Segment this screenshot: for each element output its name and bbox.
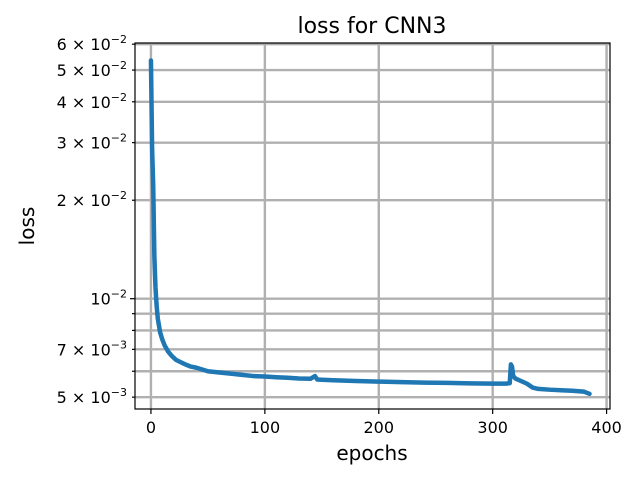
y-tick-exponent: −3 xyxy=(111,338,127,351)
y-tick-labels: 5 × 10−37 × 10−32 × 10−23 × 10−24 × 10−2… xyxy=(57,33,127,407)
y-tick-mantissa: 6 × 10 xyxy=(57,35,111,54)
y-tick-exponent: −3 xyxy=(111,386,127,399)
y-tick-mantissa: 5 × 10 xyxy=(57,61,111,80)
y-tick-exponent: −2 xyxy=(111,132,127,145)
loss-series-line xyxy=(148,58,592,397)
x-tick-label: 400 xyxy=(591,418,622,437)
y-tick-exponent: −2 xyxy=(111,189,127,202)
y-tick-label: 4 × 10−2 xyxy=(57,91,127,112)
y-tick-mantissa: 10 xyxy=(90,290,110,309)
axes-frame xyxy=(134,42,611,410)
y-tick-label: 6 × 10−2 xyxy=(57,33,127,54)
y-tick-label: 3 × 10−2 xyxy=(57,132,127,153)
y-tick-label: 5 × 10−3 xyxy=(57,386,127,407)
y-axis-label: loss xyxy=(15,207,39,246)
series-layer xyxy=(148,58,592,397)
x-tick-labels: 0 100 200 300 400 xyxy=(146,418,622,437)
y-tick-mantissa: 7 × 10 xyxy=(57,340,111,359)
x-tick-label: 200 xyxy=(363,418,394,437)
y-tick-exponent: −2 xyxy=(111,91,127,104)
y-tick-mantissa: 3 × 10 xyxy=(57,134,111,153)
chart-title: loss for CNN3 xyxy=(297,14,446,39)
y-tick-exponent: −2 xyxy=(111,288,127,301)
y-tick-mantissa: 5 × 10 xyxy=(57,388,111,407)
y-tick-label: 2 × 10−2 xyxy=(57,189,127,210)
tick-marks xyxy=(130,43,608,414)
y-tick-exponent: −2 xyxy=(111,33,127,46)
grid xyxy=(135,42,610,409)
y-tick-mantissa: 4 × 10 xyxy=(57,93,111,112)
y-tick-label: 5 × 10−2 xyxy=(57,59,127,80)
y-tick-exponent: −2 xyxy=(111,59,127,72)
y-tick-label: 7 × 10−3 xyxy=(57,338,127,359)
x-tick-label: 100 xyxy=(250,418,281,437)
x-axis-label: epochs xyxy=(336,441,407,465)
x-tick-label: 300 xyxy=(477,418,508,437)
y-tick-mantissa: 2 × 10 xyxy=(57,191,111,210)
y-tick-label: 10−2 xyxy=(90,288,127,309)
x-tick-label: 0 xyxy=(146,418,156,437)
